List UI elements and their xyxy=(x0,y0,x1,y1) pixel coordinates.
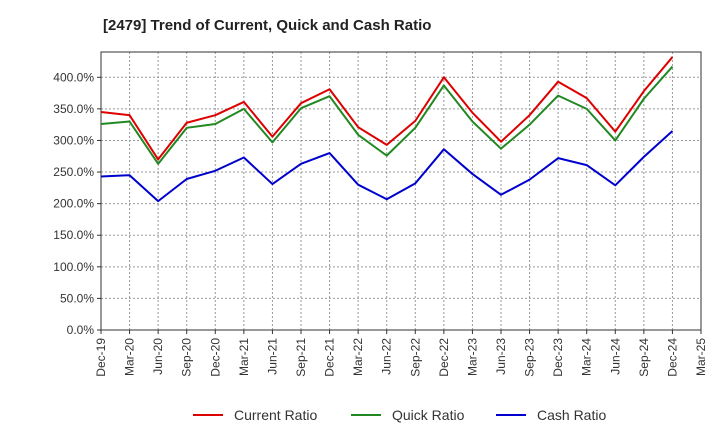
x-tick-label: Dec-24 xyxy=(665,338,679,377)
x-tick-label: Dec-23 xyxy=(551,338,565,377)
chart-title: [2479] Trend of Current, Quick and Cash … xyxy=(103,17,431,34)
x-tick-label: Sep-21 xyxy=(294,338,308,377)
legend-label: Cash Ratio xyxy=(537,407,606,423)
series-line-current-ratio xyxy=(100,56,674,161)
x-tick-label: Dec-22 xyxy=(437,338,451,377)
series-line-quick-ratio xyxy=(100,65,674,165)
x-tick-label: Dec-19 xyxy=(94,338,108,377)
x-tick-label: Mar-25 xyxy=(694,338,708,376)
y-tick-label: 100.0% xyxy=(53,260,94,274)
x-tick-label: Jun-21 xyxy=(265,338,279,375)
y-tick-label: 0.0% xyxy=(67,323,95,337)
series-line-cash-ratio xyxy=(100,130,674,203)
x-tick-label: Jun-24 xyxy=(608,338,622,375)
y-tick-label: 300.0% xyxy=(53,133,94,147)
y-tick-label: 250.0% xyxy=(53,165,94,179)
x-tick-label: Jun-23 xyxy=(494,338,508,375)
x-tick-label: Jun-20 xyxy=(151,338,165,375)
legend-label: Current Ratio xyxy=(234,407,317,423)
x-tick-label: Jun-22 xyxy=(380,338,394,375)
axes: 0.0% 50.0% 100.0% 150.0% 200.0% 250.0% 300.0% 3… xyxy=(53,51,708,377)
x-tick-label: Sep-23 xyxy=(523,338,537,377)
x-tick-label: Mar-20 xyxy=(123,338,137,376)
x-tick-label: Mar-24 xyxy=(580,338,594,376)
x-tick-label: Dec-21 xyxy=(323,338,337,377)
x-tick-label: Sep-24 xyxy=(637,338,651,377)
y-tick-label: 350.0% xyxy=(53,102,94,116)
plot-frame xyxy=(100,51,702,331)
y-tick-label: 150.0% xyxy=(53,228,94,242)
x-tick-label: Sep-22 xyxy=(408,338,422,377)
y-tick-label: 400.0% xyxy=(53,70,94,84)
x-tick-label: Mar-22 xyxy=(351,338,365,376)
x-tick-label: Mar-23 xyxy=(465,338,479,376)
y-tick-label: 200.0% xyxy=(53,197,94,211)
x-tick-label: Mar-21 xyxy=(237,338,251,376)
legend-label: Quick Ratio xyxy=(392,407,465,423)
x-tick-label: Dec-20 xyxy=(208,338,222,377)
x-tick-label: Sep-20 xyxy=(180,338,194,377)
legend: Current Ratio Quick Ratio Cash Ratio xyxy=(193,407,606,423)
y-tick-label: 50.0% xyxy=(60,291,94,305)
series-lines xyxy=(100,56,674,203)
